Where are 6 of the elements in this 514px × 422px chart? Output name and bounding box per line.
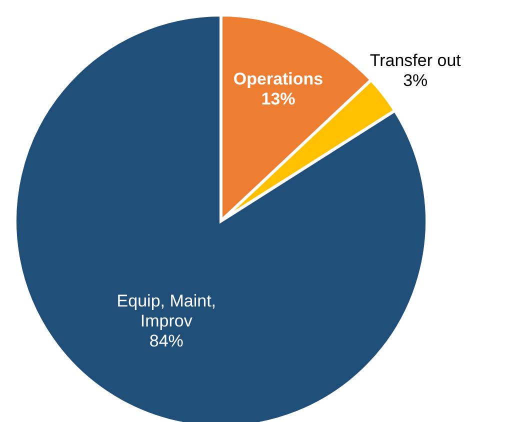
slice-label: Transfer out: [370, 50, 462, 70]
data-label: 3%: [403, 70, 428, 90]
slice-label: Operations: [233, 69, 324, 88]
slice-label: Equip, Maint, Improv: [116, 290, 216, 330]
data-label: 13%: [261, 89, 296, 108]
data-label: 84%: [149, 330, 184, 350]
